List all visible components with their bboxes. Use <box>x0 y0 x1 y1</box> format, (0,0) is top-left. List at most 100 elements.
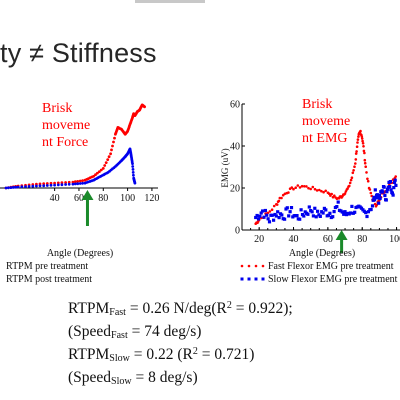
emg-annotation: Brisk moveme nt EMG <box>302 97 350 146</box>
emg-fast-point <box>290 186 294 189</box>
emg-x-tick-label: 60 <box>323 234 333 245</box>
emg-fast-point <box>364 165 368 168</box>
emg-fast-point <box>313 187 317 191</box>
force-x-tick-label: 40 <box>50 193 60 204</box>
emg-slow-point <box>266 217 270 221</box>
emg-fast-point <box>300 184 304 188</box>
emg-slow-point <box>277 216 281 220</box>
equation-rtpm-fast: RTPMFast = 0.26 N/deg(R2 = 0.922); <box>68 300 293 318</box>
force-chart: 40 60 80 100 120 Brisk moveme nt Force Angle (… <box>0 101 159 259</box>
emg-fast-point <box>360 137 364 140</box>
emg-slow-point <box>350 204 354 208</box>
emg-fast-point <box>352 169 355 172</box>
emg-slow-point <box>335 205 339 209</box>
emg-slow-point <box>256 217 261 221</box>
emg-fast-point <box>357 135 360 138</box>
emg-slow-point <box>332 210 336 214</box>
force-post-point <box>20 185 24 189</box>
slide-title: ty ≠ Stiffness <box>0 38 157 68</box>
emg-fast-point <box>315 189 319 192</box>
emg-slow-point <box>310 210 314 214</box>
force-post-point <box>131 162 134 166</box>
legend-fast-mark <box>261 264 265 268</box>
emg-fast-point <box>363 161 367 165</box>
emg-slow-point <box>364 211 368 215</box>
emg-fast-point <box>351 171 355 175</box>
force-pre-point <box>81 179 84 183</box>
emg-slow-point <box>288 210 292 214</box>
force-pre-point <box>110 148 113 152</box>
emg-angle-marker <box>335 230 348 253</box>
emg-fast-point <box>277 199 281 203</box>
emg-slow-point <box>390 191 394 195</box>
emg-slow-point <box>340 210 344 214</box>
force-pre-point <box>67 180 71 184</box>
force-post-point <box>64 183 67 186</box>
emg-fast-point <box>348 181 352 185</box>
emg-slow-point <box>306 212 310 216</box>
force-post-point <box>38 184 42 188</box>
force-pre-point <box>92 174 95 178</box>
emg-fast-point <box>296 184 300 187</box>
emg-x-ticks: 20 40 60 80 100 <box>250 227 400 245</box>
force-post-point <box>14 185 18 189</box>
force-x-tick-label: 100 <box>120 193 135 204</box>
force-pre-point <box>101 167 105 170</box>
emg-slow-point <box>314 215 318 219</box>
emg-y-tick-label: 0 <box>235 226 240 237</box>
force-post-point <box>131 168 135 171</box>
force-annotation-line: nt Force <box>42 135 88 150</box>
emg-slow-point <box>270 213 274 217</box>
force-annotation: Brisk moveme nt Force <box>42 101 90 150</box>
emg-slow-point <box>373 188 377 192</box>
emg-slow-point <box>392 186 396 190</box>
emg-slow-point <box>369 207 373 212</box>
force-pre-point <box>96 171 99 175</box>
emg-fast-point <box>298 186 302 189</box>
force-post-series <box>4 147 137 190</box>
emg-slow-point <box>311 214 315 218</box>
force-pre-point <box>104 161 108 165</box>
force-post-point <box>78 182 82 185</box>
force-post-point <box>81 181 84 185</box>
force-post-point <box>16 185 20 189</box>
emg-slow-point <box>255 213 259 218</box>
emg-fast-point <box>343 192 347 195</box>
emg-slow-point <box>328 211 332 215</box>
emg-fast-point <box>320 189 323 193</box>
emg-fast-point <box>275 203 279 206</box>
emg-fast-point <box>362 149 366 153</box>
emg-fast-point <box>350 176 354 179</box>
force-pre-point <box>64 181 67 184</box>
emg-fast-point <box>356 138 360 141</box>
emg-slow-point <box>394 183 398 187</box>
emg-fast-point <box>292 187 295 191</box>
force-pre-point <box>49 181 53 185</box>
emg-slow-point <box>316 209 320 213</box>
force-post-point <box>11 186 15 189</box>
emg-fast-point <box>348 184 351 188</box>
legend-fast-mark <box>247 264 251 268</box>
emg-fast-point <box>363 158 367 162</box>
emg-slow-point <box>375 193 379 197</box>
legend-fast-mark <box>254 264 258 268</box>
force-x-ticks: 40 60 80 100 120 <box>50 188 159 204</box>
emg-slow-point <box>283 217 287 221</box>
emg-fast-point <box>303 185 306 188</box>
force-pre-point <box>45 182 49 185</box>
emg-slow-point <box>377 201 381 205</box>
force-pre-point <box>113 136 116 140</box>
emg-slow-point <box>263 208 267 213</box>
legend-slow-emg: Slow Flexor EMG pre treatment <box>268 274 398 285</box>
legend-rtpm-pre: RTPM pre treatment <box>6 261 89 272</box>
emg-slow-point <box>280 213 284 217</box>
emg-slow-point <box>313 206 317 210</box>
emg-slow-point <box>382 185 386 189</box>
emg-fast-point <box>366 177 369 181</box>
force-pre-point <box>42 182 46 186</box>
force-post-point <box>9 186 13 190</box>
force-pre-point <box>56 181 60 185</box>
force-x-tick-label: 120 <box>144 193 159 204</box>
emg-slow-point <box>391 193 395 197</box>
emg-fast-point <box>359 129 362 133</box>
